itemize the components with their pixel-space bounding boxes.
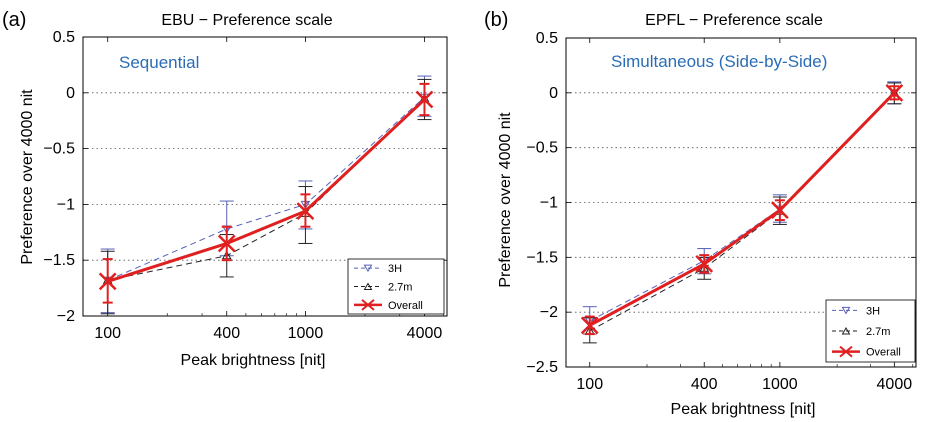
panel-a-legend-label-3h: 3H — [388, 263, 402, 275]
panel-a-legend-marker-2-7m — [363, 282, 373, 290]
panel-b-series-3h — [582, 81, 902, 335]
panel-a-marker-overall — [415, 90, 434, 109]
panel-a-legend-marker-3h — [363, 264, 373, 273]
panel-a-legend: 3H 2.7m Overall — [347, 258, 445, 315]
panel-a-legend-label-2-7m: 2.7m — [388, 282, 412, 294]
panel-a-series-line-overall — [107, 98, 426, 283]
panel-b-legend-label-overall: Overall — [866, 347, 901, 359]
panel-b-xlabel: Peak brightness [nit] — [671, 401, 816, 418]
panel-a-ytick-label: −2 — [57, 308, 75, 325]
panel-a-series-line-2-7m — [107, 98, 425, 281]
panel-a-xtick-label: 400 — [213, 325, 240, 342]
panel-a-series-overall — [98, 82, 434, 304]
panel-b-ytick-label: −2.5 — [526, 359, 558, 376]
panel-a-annotation: Sequential — [119, 53, 199, 72]
panel-b-xtick-label: 100 — [576, 376, 603, 393]
panel-a-axes-frame — [82, 36, 448, 317]
panel-b-ytick-label: 0 — [549, 85, 558, 102]
panel-b-plot: −2.5 −2 −1.5 −1 −0.5 0 0.5 100 400 1000 4000 3H 2.7m… — [526, 30, 917, 393]
panel-b-series-line-overall — [589, 91, 896, 327]
panel-a-xtick-label: 4000 — [407, 325, 443, 342]
panel-b-marker-overall — [580, 316, 599, 335]
panel-b-xtick-label: 400 — [691, 376, 718, 393]
panel-a-legend-marker-overall — [361, 299, 375, 311]
panel-a-series-line-3h — [107, 96, 425, 281]
panel-b-legend: 3H 2.7m Overall — [825, 299, 916, 363]
panel-b-ytick-label: −1 — [540, 195, 558, 212]
panel-a-ytick-label: −1.5 — [43, 252, 75, 269]
panel-a-ytick-label: 0 — [66, 85, 75, 102]
panel-a-label: (a) — [2, 9, 26, 31]
panel-b-marker-overall — [885, 83, 904, 102]
panel-a-marker-overall — [217, 234, 236, 253]
panel-b-annotation: Simultaneous (Side-by-Side) — [611, 52, 827, 71]
panel-b-ytick-label: −0.5 — [526, 140, 558, 157]
panel-b-xtick-label: 1000 — [762, 376, 798, 393]
panel-a-xlabel: Peak brightness [nit] — [181, 352, 326, 369]
panel-b-marker-overall — [695, 255, 714, 273]
panel-b-marker-overall — [770, 201, 789, 220]
panel-b-ylabel: Preference over 4000 nit — [497, 112, 514, 288]
panel-b-axes-frame — [565, 37, 917, 368]
panel-a-marker-overall — [98, 272, 117, 291]
panel-a-ylabel: Preference over 4000 nit — [19, 89, 36, 265]
panel-a-xtick-label: 100 — [94, 325, 121, 342]
panel-a-ytick-label: −0.5 — [43, 141, 75, 158]
panel-b-title: EPFL − Preference scale — [645, 12, 823, 29]
panel-b-ytick-label: −2 — [540, 304, 558, 321]
panel-b-legend-marker-3h — [841, 306, 851, 315]
panel-b-ytick-label: −1.5 — [526, 249, 558, 266]
panel-b-label: (b) — [484, 9, 508, 31]
panel-b-legend-label-3h: 3H — [866, 305, 880, 317]
panel-a-title: EBU − Preference scale — [161, 12, 332, 29]
panel-b-legend-label-2-7m: 2.7m — [866, 326, 890, 338]
panel-b-series-line-3h — [589, 92, 895, 322]
panel-a-plot: −2 −1.5 −1 −0.5 0 0.5 100 400 1000 4000 3H 2.7m Over… — [43, 29, 448, 342]
panel-a-marker-overall — [296, 202, 315, 220]
panel-a-ytick-label: 0.5 — [53, 29, 75, 46]
panel-b-xtick-label: 4000 — [877, 376, 913, 393]
panel-a-legend-label-overall: Overall — [388, 300, 423, 312]
panel-b-legend-marker-2-7m — [841, 327, 851, 335]
panel-b-series-overall — [580, 83, 904, 336]
panel-b-legend-marker-overall — [839, 345, 853, 358]
panel-a-ytick-label: −1 — [57, 196, 75, 213]
panel-b-series-line-2-7m — [589, 92, 895, 332]
panel-b-ytick-label: 0.5 — [536, 30, 558, 47]
panel-a-xtick-label: 1000 — [288, 325, 324, 342]
